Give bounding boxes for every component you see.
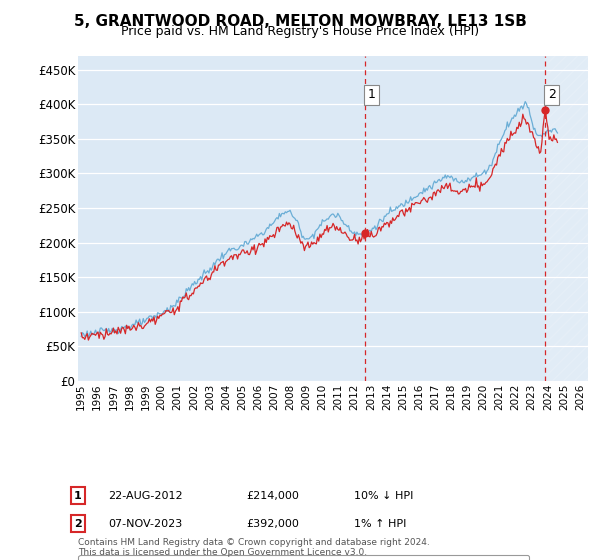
Text: 5, GRANTWOOD ROAD, MELTON MOWBRAY, LE13 1SB: 5, GRANTWOOD ROAD, MELTON MOWBRAY, LE13 … <box>74 14 526 29</box>
Text: £392,000: £392,000 <box>246 519 299 529</box>
Text: £214,000: £214,000 <box>246 491 299 501</box>
Text: 1: 1 <box>367 88 376 101</box>
Text: 2: 2 <box>548 88 556 101</box>
Legend: 5, GRANTWOOD ROAD, MELTON MOWBRAY, LE13 1SB (detached house), HPI: Average price: 5, GRANTWOOD ROAD, MELTON MOWBRAY, LE13 … <box>79 556 529 560</box>
Text: Contains HM Land Registry data © Crown copyright and database right 2024.
This d: Contains HM Land Registry data © Crown c… <box>78 538 430 557</box>
Text: Price paid vs. HM Land Registry's House Price Index (HPI): Price paid vs. HM Land Registry's House … <box>121 25 479 38</box>
Text: 2: 2 <box>74 519 82 529</box>
Text: 1: 1 <box>74 491 82 501</box>
Text: 1% ↑ HPI: 1% ↑ HPI <box>354 519 406 529</box>
Bar <box>545 56 588 381</box>
Text: 07-NOV-2023: 07-NOV-2023 <box>108 519 182 529</box>
Text: 22-AUG-2012: 22-AUG-2012 <box>108 491 182 501</box>
Text: 10% ↓ HPI: 10% ↓ HPI <box>354 491 413 501</box>
